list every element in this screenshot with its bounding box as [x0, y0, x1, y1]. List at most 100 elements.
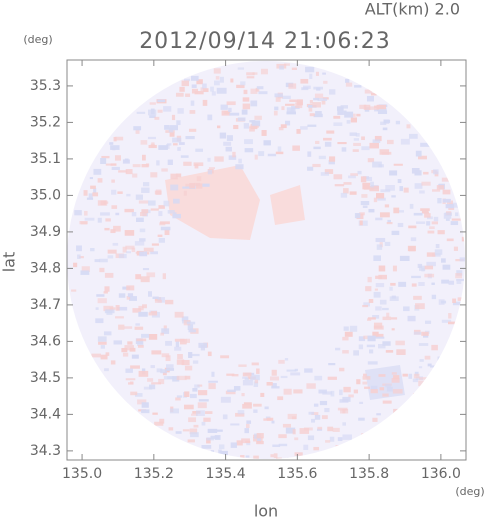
speckle	[94, 259, 101, 263]
speckle	[393, 375, 400, 380]
speckle	[445, 212, 453, 216]
speckle	[319, 400, 328, 406]
speckle	[411, 275, 421, 279]
speckle	[375, 306, 382, 311]
speckle	[437, 197, 442, 204]
speckle	[400, 138, 410, 145]
speckle	[408, 373, 413, 379]
speckle	[375, 217, 383, 221]
speckle	[328, 160, 335, 165]
speckle	[328, 362, 336, 366]
speckle	[124, 326, 133, 329]
speckle	[337, 110, 347, 115]
speckle	[124, 208, 134, 213]
speckle	[175, 173, 182, 178]
speckle	[245, 455, 250, 458]
speckle	[138, 370, 149, 377]
speckle	[97, 298, 107, 304]
speckle	[377, 343, 386, 349]
speckle	[161, 328, 170, 334]
speckle	[451, 218, 461, 221]
speckle	[389, 170, 398, 176]
speckle	[95, 318, 104, 324]
speckle	[84, 210, 88, 216]
speckle	[177, 108, 184, 114]
speckle	[350, 117, 357, 123]
speckle	[307, 435, 315, 441]
speckle	[433, 216, 439, 222]
speckle	[374, 288, 378, 291]
speckle	[308, 411, 315, 415]
speckle	[277, 146, 282, 152]
speckle	[294, 437, 299, 441]
speckle	[411, 283, 417, 287]
speckle	[197, 390, 208, 396]
speckle	[201, 421, 206, 426]
speckle	[370, 92, 377, 96]
speckle	[395, 120, 401, 125]
speckle	[456, 270, 463, 276]
speckle	[194, 384, 200, 388]
speckle	[216, 87, 227, 94]
speckle	[378, 274, 387, 280]
speckle	[184, 391, 190, 397]
speckle	[264, 406, 269, 410]
speckle	[418, 343, 429, 346]
speckle	[389, 286, 393, 291]
speckle	[333, 122, 343, 127]
speckle	[169, 408, 180, 414]
speckle	[323, 80, 328, 84]
speckle	[421, 331, 429, 336]
y-tick-label: 34.6	[30, 333, 61, 349]
speckle	[441, 300, 447, 304]
speckle	[117, 191, 123, 194]
speckle	[337, 437, 343, 442]
speckle	[435, 364, 444, 369]
speckle	[361, 194, 368, 198]
speckle	[379, 387, 385, 391]
speckle	[363, 302, 370, 307]
speckle	[341, 147, 347, 152]
y-tick-label: 34.4	[30, 406, 61, 422]
speckle	[389, 296, 399, 301]
speckle	[208, 167, 215, 170]
speckle	[124, 345, 134, 351]
speckle	[195, 410, 205, 416]
speckle	[126, 193, 131, 197]
speckle	[158, 145, 168, 150]
speckle	[342, 350, 349, 354]
speckle	[358, 417, 365, 421]
speckle	[346, 120, 351, 124]
speckle	[318, 155, 326, 160]
speckle	[191, 88, 199, 94]
speckle	[437, 230, 445, 235]
speckle	[311, 418, 316, 423]
speckle	[151, 243, 159, 246]
speckle	[246, 420, 252, 424]
speckle	[182, 186, 192, 189]
speckle	[397, 210, 405, 213]
speckle	[76, 245, 82, 252]
speckle	[160, 221, 170, 225]
speckle	[327, 376, 337, 380]
speckle	[455, 259, 464, 262]
speckle	[175, 431, 182, 434]
speckle	[335, 445, 344, 451]
speckle	[244, 377, 249, 381]
speckle	[326, 130, 335, 134]
speckle	[124, 230, 135, 236]
speckle	[241, 438, 250, 444]
speckle	[413, 331, 422, 335]
x-tick-label: 135.8	[349, 466, 389, 482]
speckle	[342, 336, 349, 341]
speckle	[348, 394, 354, 398]
speckle	[307, 151, 312, 157]
speckle	[142, 304, 147, 309]
speckle	[181, 316, 189, 322]
speckle	[115, 212, 120, 216]
speckle	[272, 444, 281, 448]
speckle	[249, 127, 255, 132]
speckle	[322, 72, 326, 75]
speckle	[354, 213, 361, 219]
speckle	[206, 437, 214, 441]
